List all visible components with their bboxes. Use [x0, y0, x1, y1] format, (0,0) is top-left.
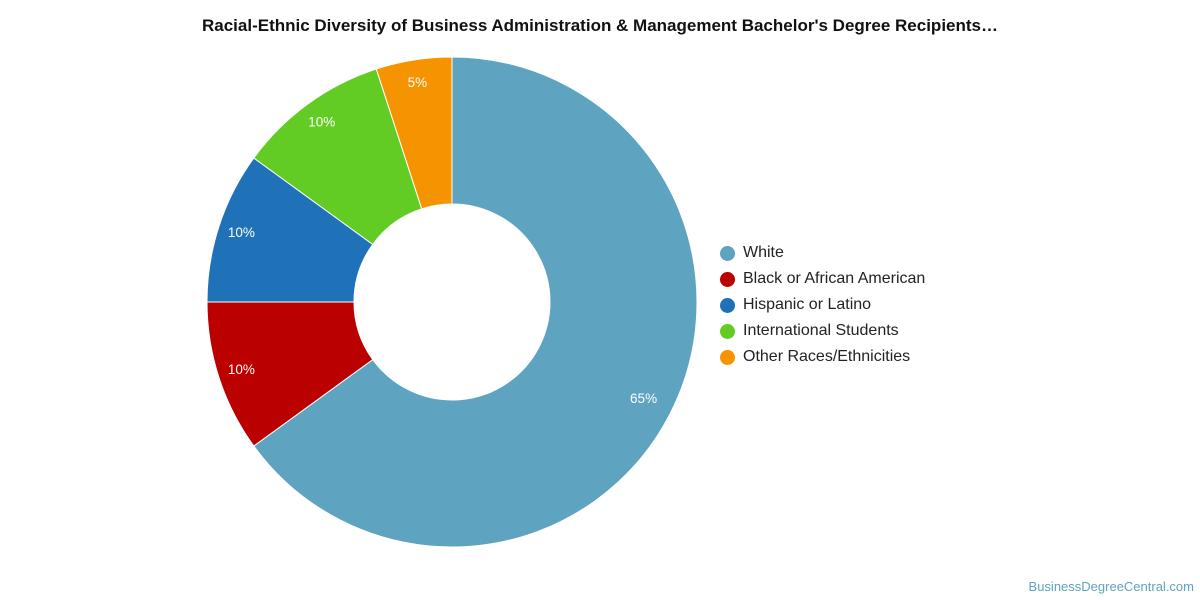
legend-item-hispanic-or-latino[interactable]: Hispanic or Latino	[720, 292, 925, 318]
legend-item-white[interactable]: White	[720, 240, 925, 266]
legend-item-black-or-african-american[interactable]: Black or African American	[720, 266, 925, 292]
slice-other-races-ethnicities[interactable]	[375, 56, 453, 210]
legend-swatch	[720, 245, 735, 261]
legend-item-other-races-ethnicities[interactable]: Other Races/Ethnicities	[720, 344, 925, 370]
slice-value-label: 10%	[308, 114, 335, 129]
source-credit-link[interactable]: BusinessDegreeCentral.com	[1028, 579, 1194, 594]
legend-swatch	[720, 349, 735, 365]
chart-legend: White Black or African American Hispanic o…	[720, 240, 925, 370]
slice-value-label: 10%	[228, 362, 255, 377]
slice-value-label: 65%	[630, 391, 657, 406]
legend-label: International Students	[743, 322, 899, 339]
legend-swatch	[720, 271, 735, 287]
legend-swatch	[720, 297, 735, 313]
legend-label: Black or African American	[743, 270, 926, 287]
legend-label: White	[743, 244, 784, 261]
legend-label: Other Races/Ethnicities	[743, 348, 911, 365]
slice-value-label: 5%	[408, 75, 428, 90]
slice-white[interactable]	[253, 56, 698, 548]
legend-label: Hispanic or Latino	[743, 296, 872, 313]
slice-value-label: 10%	[228, 225, 255, 240]
legend-swatch	[720, 323, 735, 339]
legend-item-international-students[interactable]: International Students	[720, 318, 925, 344]
chart-title: Racial-Ethnic Diversity of Business Admi…	[201, 16, 998, 35]
